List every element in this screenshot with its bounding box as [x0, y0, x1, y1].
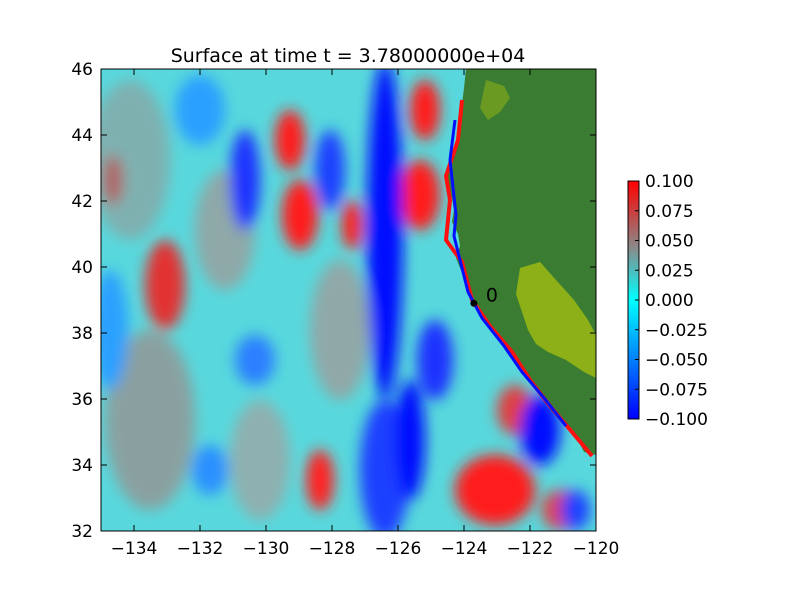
y-axis: 32 34 36 38 40 42 44 46 — [71, 60, 596, 542]
x-tick-label: −130 — [243, 539, 290, 559]
land-highlight-north — [480, 80, 510, 120]
x-tick-label: −132 — [177, 539, 224, 559]
x-tick-label: −126 — [375, 539, 422, 559]
colorbar-tick-label: 0.100 — [645, 172, 694, 192]
y-tick-label: 38 — [71, 324, 93, 344]
chart-title: Surface at time t = 3.78000000e+04 — [171, 45, 526, 67]
y-tick-label: 46 — [71, 60, 93, 80]
y-tick-label: 40 — [71, 258, 93, 278]
y-tick-label: 36 — [71, 390, 93, 410]
colorbar-tick-label: −0.100 — [645, 410, 708, 430]
x-tick-label: −122 — [507, 539, 554, 559]
colorbar-tick-label: −0.050 — [645, 351, 708, 371]
colorbar-ticks: 0.100 0.075 0.050 0.025 0.000 −0.025 −0.050 −0.… — [635, 172, 708, 430]
plot-area — [101, 69, 596, 531]
plot-frame — [100, 68, 597, 532]
y-tick-label: 42 — [71, 192, 93, 212]
y-tick-label: 32 — [71, 522, 93, 542]
gauge-marker: 0 — [470, 284, 498, 307]
x-tick-label: −124 — [441, 539, 488, 559]
colorbar-tick-label: 0.000 — [645, 291, 694, 311]
colorbar: 0.100 0.075 0.050 0.025 0.000 −0.025 −0.050 −0.… — [627, 172, 708, 430]
colorbar-tick-label: −0.075 — [645, 380, 708, 400]
land-highlight — [516, 262, 596, 378]
x-tick-label: −128 — [309, 539, 356, 559]
colorbar-tick-label: −0.025 — [645, 321, 708, 341]
field-blobs — [101, 69, 590, 531]
colorbar-tick-label: 0.025 — [645, 261, 694, 281]
x-axis: −134 −132 −130 −128 −126 −124 −122 −120 — [111, 69, 620, 559]
x-tick-label: −120 — [573, 539, 620, 559]
gauge-dot — [470, 299, 478, 307]
y-tick-label: 34 — [71, 456, 93, 476]
colorbar-tick-label: 0.050 — [645, 232, 694, 252]
y-tick-label: 44 — [71, 126, 93, 146]
gauge-label: 0 — [486, 284, 498, 306]
land — [446, 69, 596, 455]
colorbar-tick-label: 0.075 — [645, 202, 694, 222]
x-tick-label: −134 — [111, 539, 158, 559]
